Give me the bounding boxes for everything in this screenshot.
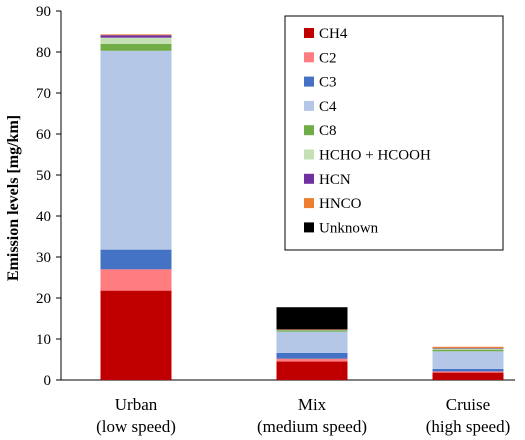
y-tick-label: 0 xyxy=(44,373,52,389)
legend-label: C8 xyxy=(319,123,337,139)
bar-segment-hnco xyxy=(276,329,348,330)
legend-swatch xyxy=(304,149,314,160)
bar-segment-c8 xyxy=(432,349,504,352)
bar-segment-hcn xyxy=(432,348,504,349)
bar-segment-hcho-hcooh xyxy=(100,37,172,44)
legend-label: HNCO xyxy=(319,196,362,212)
bar-segment-c2 xyxy=(432,371,504,373)
legend-label: C4 xyxy=(319,99,337,115)
bar-segment-c8 xyxy=(276,330,348,332)
x-tick-label: Cruise xyxy=(446,395,490,414)
y-tick-label: 90 xyxy=(36,4,51,20)
legend: CH4 C2 C3 C4 C8 HCHO + HCOOH HCN HNCO Unknown xyxy=(284,15,504,251)
bar-segment-unknown xyxy=(276,307,348,330)
legend-label: CH4 xyxy=(319,26,348,42)
bar-segment-c3 xyxy=(100,249,172,270)
y-axis-label: Emission levels [mg/km] xyxy=(5,115,22,281)
y-tick-label: 60 xyxy=(36,127,51,143)
legend-swatch xyxy=(304,173,314,184)
legend-label: HCHO + HCOOH xyxy=(319,148,431,164)
legend-swatch xyxy=(304,222,314,233)
bar-segment-c4 xyxy=(276,331,348,353)
bar-segment-c4 xyxy=(100,50,172,250)
legend-label: Unknown xyxy=(319,220,379,236)
axes: 0 10 20 30 40 50 60 70 80 90 Urban (low speed) Mix (m… xyxy=(36,4,515,436)
bar-segment-c2 xyxy=(276,358,348,362)
x-tick-label: Mix xyxy=(298,395,327,414)
y-tick-label: 10 xyxy=(36,332,51,348)
bar-segment-c4 xyxy=(432,351,504,369)
y-tick-label: 70 xyxy=(36,86,51,102)
bar-segment-c8 xyxy=(100,43,172,51)
legend-swatch xyxy=(304,52,314,63)
legend-swatch xyxy=(304,198,314,209)
bar-segment-ch4 xyxy=(432,372,504,380)
x-tick-label: (medium speed) xyxy=(257,417,367,436)
bar-segment-hnco xyxy=(432,346,504,349)
bars xyxy=(100,34,504,380)
bar-segment-hcho-hcooh xyxy=(276,329,348,331)
legend-swatch xyxy=(304,28,314,38)
y-tick-label: 50 xyxy=(36,168,51,184)
y-tick-label: 20 xyxy=(36,291,51,307)
x-tick-label: (low speed) xyxy=(96,417,176,436)
bar-segment-hnco xyxy=(100,34,172,36)
bar-segment-c2 xyxy=(100,269,172,291)
legend-box xyxy=(284,15,504,251)
legend-label: C2 xyxy=(319,50,337,66)
bar-segment-hcn xyxy=(100,35,172,38)
bar-segment-c3 xyxy=(276,352,348,359)
legend-label: C3 xyxy=(319,75,337,91)
legend-swatch xyxy=(304,76,314,87)
y-tick-label: 80 xyxy=(36,45,51,61)
legend-label: HCN xyxy=(319,172,351,188)
y-tick-label: 40 xyxy=(36,209,51,225)
legend-swatch xyxy=(304,100,314,111)
bar-segment-c3 xyxy=(432,368,504,372)
bar-segment-hcho-hcooh xyxy=(432,348,504,350)
x-tick-label: (high speed) xyxy=(426,417,511,436)
bar-segment-ch4 xyxy=(276,361,348,380)
y-tick-label: 30 xyxy=(36,250,51,266)
bar-segment-ch4 xyxy=(100,290,172,380)
x-tick-label: Urban xyxy=(115,395,158,414)
legend-swatch xyxy=(304,125,314,136)
